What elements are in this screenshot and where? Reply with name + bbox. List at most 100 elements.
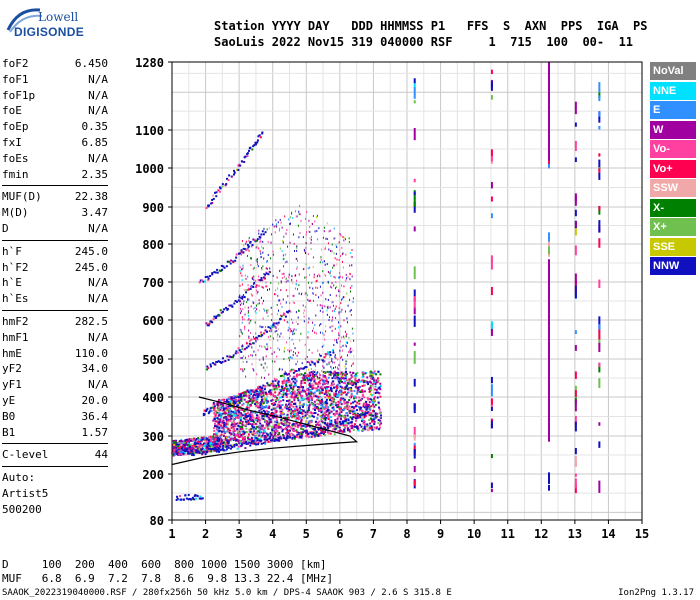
echo-point [193, 498, 196, 501]
echo-point [307, 281, 309, 284]
echo-point [358, 379, 361, 382]
echo-point [219, 270, 222, 273]
interference-mark [413, 403, 416, 410]
echo-point [262, 317, 264, 320]
echo-point [270, 233, 272, 236]
echo-point [322, 360, 324, 363]
echo-point [259, 393, 262, 396]
echo-point [286, 379, 289, 382]
echo-point [346, 388, 349, 391]
echo-point [306, 411, 309, 414]
echo-point [318, 409, 321, 412]
echo-point [319, 309, 321, 312]
logo-digisonde: DIGISONDE [14, 25, 85, 39]
echo-point [271, 415, 274, 418]
echo-point [314, 406, 317, 409]
echo-point [182, 452, 185, 455]
echo-point [279, 314, 281, 317]
echo-point [294, 210, 296, 213]
echo-point [223, 266, 226, 269]
echo-point [306, 355, 308, 358]
echo-point [235, 438, 238, 441]
echo-point [209, 407, 212, 410]
echo-point [373, 370, 376, 373]
echo-point [312, 375, 314, 378]
echo-point [227, 440, 230, 443]
param-hme: hmE 110.0 [2, 346, 108, 362]
echo-point [225, 442, 228, 445]
echo-point [227, 398, 230, 401]
echo-point [217, 414, 220, 417]
echo-point [354, 373, 357, 376]
echo-point [238, 252, 241, 255]
echo-point [373, 405, 376, 408]
echo-point [301, 404, 304, 407]
echo-point [367, 383, 370, 386]
echo-point [217, 402, 220, 405]
echo-point [273, 424, 276, 427]
echo-point [332, 408, 335, 411]
echo-point [295, 429, 298, 432]
echo-point [352, 349, 354, 352]
echo-point [253, 397, 256, 400]
echo-point [255, 289, 257, 292]
echo-point [219, 408, 222, 411]
echo-point [295, 373, 297, 376]
echo-point [280, 289, 282, 292]
interference-mark [574, 196, 577, 206]
interference-mark [598, 111, 601, 118]
echo-point [351, 384, 354, 387]
echo-point [260, 276, 263, 279]
echo-point [358, 402, 361, 405]
echo-point [294, 411, 297, 414]
echo-point [289, 356, 291, 359]
echo-point [379, 373, 382, 376]
echo-point [255, 388, 258, 391]
echo-point [304, 292, 306, 295]
echo-point [260, 363, 262, 366]
echo-point [341, 355, 343, 358]
echo-point [300, 367, 303, 370]
echo-point [196, 495, 199, 498]
echo-point [292, 434, 295, 437]
echo-point [293, 408, 296, 411]
echo-point [314, 220, 316, 223]
echo-point [259, 241, 261, 244]
echo-point [286, 320, 288, 323]
echo-point [329, 294, 331, 297]
echo-point [376, 426, 379, 429]
echo-point [195, 451, 198, 454]
echo-point [352, 413, 355, 416]
echo-point [214, 403, 217, 406]
interference-mark [548, 246, 550, 255]
echo-point [289, 241, 291, 244]
echo-point [341, 349, 343, 352]
echo-point [341, 422, 344, 425]
echo-point [259, 404, 262, 407]
echo-point [244, 155, 247, 158]
echo-point [347, 429, 350, 432]
echo-point [256, 139, 259, 142]
echo-point [258, 335, 261, 338]
echo-point [223, 398, 226, 401]
echo-point [263, 273, 266, 276]
header-line-1: Station YYYY DAY DDD HHMMSS P1 FFS S AXN… [214, 19, 648, 33]
echo-point [294, 415, 297, 418]
echo-point [254, 310, 256, 313]
echo-point [239, 335, 241, 338]
echo-point [242, 438, 245, 441]
echo-point [248, 239, 250, 242]
echo-point [248, 337, 250, 340]
echo-point [284, 215, 286, 218]
echo-point [240, 297, 243, 300]
echo-point [307, 390, 310, 393]
echo-point [279, 317, 282, 320]
echo-point [244, 356, 246, 359]
echo-point [295, 405, 298, 408]
echo-point [283, 257, 285, 260]
echo-point [281, 408, 284, 411]
echo-point [287, 389, 290, 392]
echo-point [314, 420, 317, 423]
param-name: h`F2 [2, 260, 29, 274]
echo-point [228, 397, 231, 400]
